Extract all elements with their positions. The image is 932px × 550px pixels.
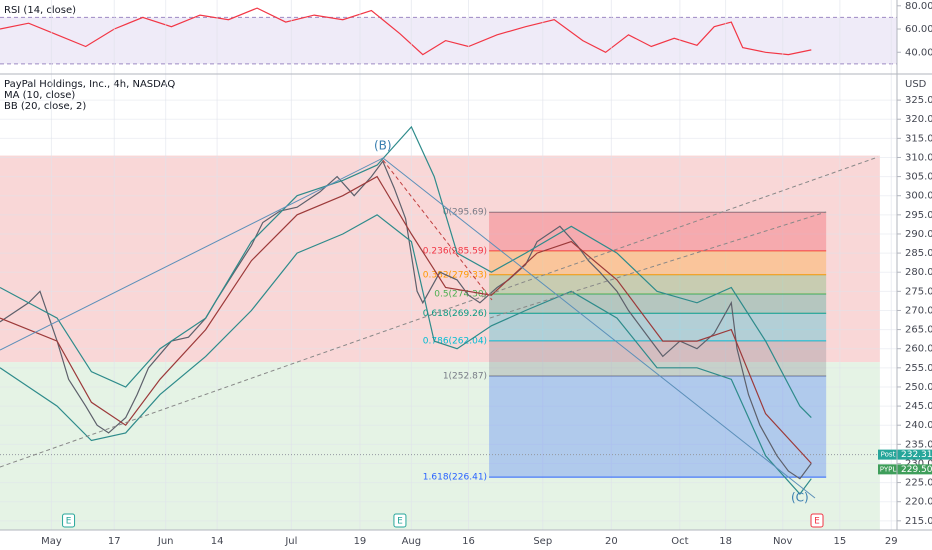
wave-line: [0, 157, 384, 351]
y-tick-label: 310.00: [905, 152, 932, 163]
fib-zone: [489, 340, 827, 376]
y-tick-label: 280.00: [905, 267, 932, 278]
y-tick-label: 295.00: [905, 210, 932, 221]
y-tick-label: 320.00: [905, 114, 932, 125]
x-tick-label: 17: [108, 536, 121, 547]
y-tick-label: 60.00: [905, 24, 932, 35]
y-tick-label: 325.00: [905, 95, 932, 106]
rsi-band: [0, 17, 897, 64]
y-tick-label: 220.00: [905, 497, 932, 508]
y-tick-label: 225.00: [905, 478, 932, 489]
x-tick-label: 19: [354, 536, 367, 547]
fib-zone: [489, 294, 827, 314]
y-tick-label: 265.00: [905, 325, 932, 336]
y-tick-label: 250.00: [905, 382, 932, 393]
fib-label: 0.786(262.04): [423, 336, 487, 346]
series-line-lower: [0, 214, 812, 495]
price-tag-name-box: [878, 464, 898, 475]
fib-zone: [489, 212, 827, 251]
wave-line: [382, 157, 816, 499]
price-tag-name: PYPL: [880, 465, 897, 473]
rsi-title: RSI (14, close): [4, 5, 76, 16]
wave-line: [382, 159, 493, 301]
fib-label: 0.382(279.33): [423, 270, 487, 280]
earnings-marker: [393, 513, 407, 528]
y-tick-label: 300.00: [905, 191, 932, 202]
price-tag-name-box: [878, 449, 898, 460]
fib-label: 0(295.69): [443, 208, 487, 218]
y-tick-label: 80.00: [905, 1, 932, 12]
price-tag-label: 232.31: [901, 450, 932, 460]
x-tick-label: 20: [605, 536, 618, 547]
price-tag-box: [898, 449, 932, 460]
trend-line: [0, 156, 879, 468]
trend-line: [489, 211, 827, 319]
y-tick-label: 260.00: [905, 344, 932, 355]
earnings-label: E: [814, 517, 820, 527]
series-line: [0, 125, 812, 419]
fib-zone: [489, 250, 827, 275]
x-tick-label: Oct: [671, 536, 688, 547]
y-tick-label: 290.00: [905, 229, 932, 240]
price-tag-box: [898, 464, 932, 475]
price-tag-label: 229.50: [901, 465, 932, 475]
currency-label: USD: [905, 79, 927, 90]
indicator-label: BB (20, close, 2): [4, 101, 86, 112]
x-tick-label: 16: [462, 536, 475, 547]
y-tick-label: 285.00: [905, 248, 932, 259]
y-tick-label: 40.00: [905, 47, 932, 58]
x-tick-label: 29: [885, 536, 898, 547]
y-tick-label: 270.00: [905, 305, 932, 316]
y-tick-label: 240.00: [905, 420, 932, 431]
wave-label: (B): [374, 138, 392, 152]
fib-label: 0.5(274.30): [434, 290, 487, 300]
series-line: [0, 7, 812, 56]
wave-label: (C): [791, 490, 809, 504]
y-tick-label: 215.00: [905, 516, 932, 527]
fib-label: 0.236(285.59): [423, 246, 487, 256]
x-tick-label: Nov: [773, 536, 793, 547]
fib-label: 1(252.87): [443, 371, 487, 381]
price-tag-name: Post: [881, 451, 896, 459]
y-tick-label: 275.00: [905, 286, 932, 297]
earnings-label: E: [397, 517, 403, 527]
earnings-marker: [810, 513, 824, 528]
fib-zone: [489, 313, 827, 341]
y-tick-label: 305.00: [905, 172, 932, 183]
chart-title: PayPal Holdings, Inc., 4h, NASDAQ: [4, 79, 175, 90]
fib-label: 1.618(226.41): [423, 473, 487, 483]
series-line: [0, 160, 812, 480]
y-tick-label: 315.00: [905, 133, 932, 144]
x-tick-label: 18: [719, 536, 732, 547]
x-tick-label: Jul: [284, 536, 297, 547]
y-tick-label: 230.00: [905, 458, 932, 469]
x-tick-label: 14: [211, 536, 224, 547]
position-zone: [0, 155, 880, 363]
drawings: [0, 0, 932, 531]
x-tick-label: Jun: [157, 536, 174, 547]
x-tick-label: Aug: [402, 536, 422, 547]
x-tick-label: 15: [833, 536, 846, 547]
series-line: [0, 175, 812, 464]
y-tick-label: 245.00: [905, 401, 932, 412]
x-tick-label: May: [41, 536, 62, 547]
earnings-label: E: [66, 517, 72, 527]
fib-zone: [489, 375, 827, 478]
y-tick-label: 235.00: [905, 439, 932, 450]
y-tick-label: 255.00: [905, 363, 932, 374]
indicator-label: MA (10, close): [4, 90, 75, 101]
fib-zone: [489, 274, 827, 295]
x-tick-label: Sep: [533, 536, 552, 547]
earnings-marker: [62, 513, 76, 528]
fib-label: 0.618(269.26): [423, 309, 487, 319]
